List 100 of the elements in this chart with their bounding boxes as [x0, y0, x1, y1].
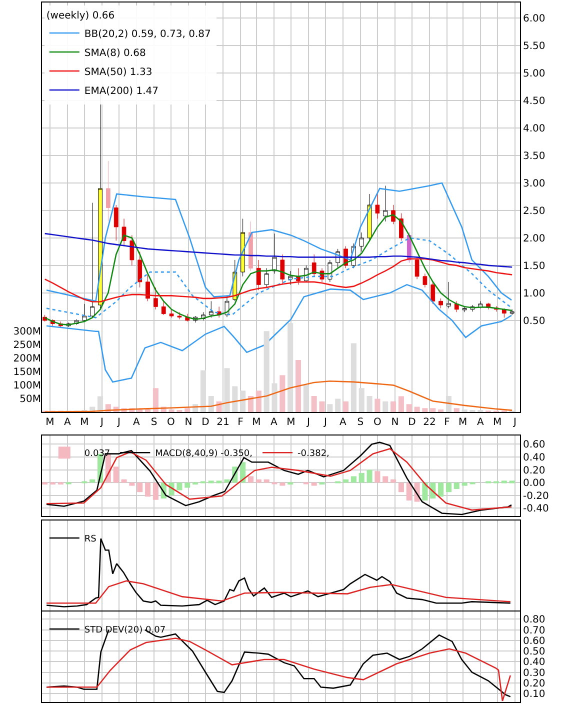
y-tick-label: 0.50: [523, 646, 546, 658]
bar: [430, 408, 436, 412]
y-tick-label: 3.50: [523, 151, 546, 162]
bar: [248, 476, 254, 483]
y-tick-label: 4.50: [523, 96, 546, 108]
candlestick: [256, 260, 261, 290]
x-tick-label: J: [512, 417, 516, 428]
bar: [366, 470, 372, 483]
bar: [200, 370, 206, 412]
bar: [350, 343, 356, 412]
x-tick-label: A: [64, 417, 72, 428]
bar: [343, 479, 349, 483]
bar: [137, 410, 143, 412]
y2-tick-label: 250M: [13, 340, 41, 352]
y-tick-label: 5.00: [523, 68, 546, 80]
x-tick-label: A: [270, 417, 278, 428]
y2-tick-label: 150M: [13, 367, 41, 378]
y-tick-label: 1.00: [523, 288, 546, 300]
x-tick-label: D: [408, 417, 416, 428]
y-tick-label: -0.40: [523, 504, 549, 515]
candlestick: [264, 268, 269, 288]
bar: [113, 466, 119, 483]
bar: [184, 482, 190, 488]
y-tick-label: 0.60: [523, 636, 546, 647]
x-tick-label: J: [322, 417, 327, 428]
candlestick: [359, 232, 364, 252]
bar: [350, 476, 356, 483]
x-tick-label: M: [252, 417, 261, 428]
bar: [280, 375, 286, 412]
legend-label: -0.382,: [298, 449, 330, 460]
y-tick-label: 0.40: [523, 657, 546, 668]
legend-label: 0.037: [84, 449, 110, 460]
bar: [422, 408, 428, 412]
bar: [446, 396, 452, 412]
bar: [462, 482, 468, 486]
candlestick: [430, 282, 436, 304]
x-tick-label: F: [238, 417, 244, 428]
line-series: [46, 182, 512, 302]
line-series: [44, 258, 513, 302]
bar: [311, 482, 317, 486]
x-tick-label: F: [444, 417, 450, 428]
bar: [184, 408, 190, 412]
y-tick-label: 0.20: [523, 465, 546, 476]
candlestick: [106, 160, 110, 222]
x-tick-label: M: [80, 417, 89, 428]
y2-tick-label: 100M: [13, 380, 41, 392]
bar: [288, 323, 294, 412]
bar: [438, 410, 444, 412]
x-tick-label: A: [133, 417, 140, 428]
bar: [454, 482, 460, 489]
bar: [240, 390, 246, 412]
y-tick-label: 0.40: [523, 452, 546, 464]
x-tick-label: A: [476, 417, 484, 428]
x-tick-label: M: [286, 417, 296, 428]
candlestick: [446, 282, 451, 309]
candlestick: [367, 194, 372, 241]
x-tick-label: N: [184, 417, 192, 428]
bar: [145, 482, 151, 497]
x-tick-label: A: [340, 417, 347, 428]
bar: [390, 401, 396, 412]
line-series: [44, 214, 513, 326]
y2-tick-label: 300M: [13, 326, 41, 338]
candlestick: [280, 254, 285, 285]
bar: [137, 482, 143, 492]
candlestick: [375, 194, 380, 219]
candlestick: [130, 234, 134, 266]
bar: [406, 404, 412, 412]
bar: [232, 386, 238, 412]
candlestick: [288, 270, 293, 285]
x-tick-label: S: [150, 417, 158, 428]
bar: [319, 401, 325, 412]
y-tick-label: 0.30: [523, 668, 546, 679]
bar: [264, 331, 270, 412]
bar: [303, 385, 309, 412]
candlestick: [272, 233, 277, 274]
bar: [152, 388, 158, 412]
bar: [509, 480, 515, 484]
x-tick-label: M: [46, 417, 54, 428]
candlestick: [240, 218, 246, 277]
bar: [446, 482, 452, 492]
bar: [256, 479, 262, 483]
bar: [176, 482, 182, 490]
text: (weekly) 0.66: [46, 10, 115, 22]
bar: [382, 476, 388, 483]
y-tick-label: 0.80: [523, 614, 546, 626]
x-tick-label: J: [99, 417, 104, 428]
bar: [358, 472, 364, 483]
y-tick-label: 4.00: [523, 124, 546, 135]
x-tick-label: 21: [216, 417, 230, 428]
bar: [374, 398, 380, 412]
bar: [398, 396, 404, 412]
bar: [90, 479, 96, 483]
candlestick: [248, 221, 253, 272]
y-tick-label: 1.50: [523, 260, 546, 272]
y2-tick-label: 200M: [13, 354, 41, 365]
bar: [216, 480, 222, 484]
bar: [366, 396, 372, 412]
y-tick-label: -0.20: [523, 490, 549, 502]
line-series: [44, 232, 513, 268]
x-tick-label: J: [116, 417, 120, 428]
